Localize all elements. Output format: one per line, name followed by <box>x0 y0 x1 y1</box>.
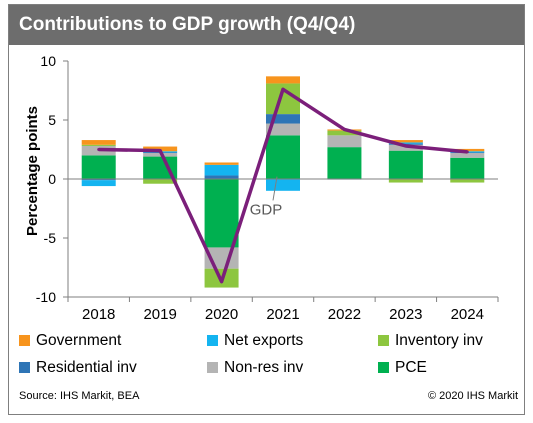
bar-inventory-inv-2024 <box>450 179 485 183</box>
legend-swatch-government <box>19 335 30 346</box>
bar-inventory-inv-2022 <box>327 130 362 136</box>
bar-pce-2018 <box>81 155 116 179</box>
bar-inventory-inv-2023 <box>388 179 423 183</box>
gdp-point-2023 <box>404 144 408 148</box>
bar-inventory-inv-2019 <box>143 179 178 184</box>
bar-pce-2022 <box>327 147 362 179</box>
legend-label-residential-inv: Residential inv <box>36 359 137 376</box>
bar-government-2018 <box>81 140 116 145</box>
gdp-point-2019 <box>158 149 162 153</box>
legend-item-residential-inv: Residential inv <box>19 359 137 377</box>
bar-pce-2020 <box>204 179 239 248</box>
bar-net-exports-2018 <box>81 180 116 187</box>
gdp-annotation-leader <box>272 176 278 201</box>
chart-frame: Contributions to GDP growth (Q4/Q4) <box>8 4 525 415</box>
x-tick-label-2024: 2024 <box>451 306 484 323</box>
legend-item-non-res-inv: Non-res inv <box>207 359 303 377</box>
bar-non-res-inv-2021 <box>266 123 300 136</box>
legend-label-net-exports: Net exports <box>224 332 304 349</box>
bar-inventory-inv-2018 <box>81 144 116 146</box>
bar-net-exports-2021 <box>266 179 300 191</box>
bar-non-res-inv-2019 <box>143 153 178 157</box>
x-tick-label-2021: 2021 <box>266 306 299 323</box>
bar-government-2024 <box>450 148 485 152</box>
bar-residential-inv-2021 <box>266 114 300 124</box>
legend-item-inventory-inv: Inventory inv <box>378 332 483 350</box>
gdp-point-2021 <box>281 87 285 91</box>
legend-label-pce: PCE <box>395 359 427 376</box>
bar-non-res-inv-2022 <box>327 135 362 148</box>
y-tick-label: 0 <box>48 171 56 187</box>
bar-government-2020 <box>204 162 239 165</box>
gdp-point-2020 <box>220 280 224 284</box>
y-tick-label: -5 <box>44 230 57 246</box>
legend-swatch-non-res-inv <box>207 362 218 373</box>
x-tick-label-2018: 2018 <box>82 306 115 323</box>
gdp-point-2018 <box>97 148 101 151</box>
bar-non-res-inv-2023 <box>388 144 423 151</box>
legend-swatch-inventory-inv <box>378 335 389 346</box>
copyright-note: © 2020 IHS Markit <box>427 390 518 402</box>
legend-label-government: Government <box>36 332 122 349</box>
x-tick-label-2019: 2019 <box>143 306 176 323</box>
bar-non-res-inv-2024 <box>450 153 485 158</box>
bar-pce-2019 <box>143 156 178 179</box>
y-tick-label: 10 <box>40 53 56 69</box>
gdp-point-2024 <box>465 150 469 154</box>
bar-government-2021 <box>266 76 300 84</box>
x-tick-label-2020: 2020 <box>205 306 238 323</box>
bar-pce-2023 <box>388 150 423 179</box>
legend-label-inventory-inv: Inventory inv <box>395 332 483 349</box>
bar-residential-inv-2020 <box>204 175 239 179</box>
x-tick-label-2023: 2023 <box>389 306 422 323</box>
legend-label-non-res-inv: Non-res inv <box>224 359 304 376</box>
legend-item-pce: PCE <box>378 359 427 377</box>
bar-net-exports-2020 <box>204 164 239 176</box>
bar-net-exports-2023 <box>388 142 423 144</box>
x-tick-label-2022: 2022 <box>328 306 361 323</box>
legend-item-government: Government <box>19 332 121 350</box>
legend-swatch-pce <box>378 362 389 373</box>
y-axis-title: Percentage points <box>24 106 41 236</box>
gdp-point-2022 <box>342 127 346 131</box>
bar-government-2019 <box>143 146 178 152</box>
legend-item-net-exports: Net exports <box>207 332 303 350</box>
bar-pce-2021 <box>266 135 300 179</box>
bar-government-2023 <box>388 140 423 143</box>
bar-pce-2024 <box>450 157 485 179</box>
bar-residential-inv-2018 <box>81 179 116 181</box>
gdp-annotation: GDP <box>250 201 283 218</box>
chart-title: Contributions to GDP growth (Q4/Q4) <box>9 5 524 45</box>
legend-swatch-net-exports <box>207 335 218 346</box>
legend-swatch-residential-inv <box>19 362 30 373</box>
y-tick-label: -10 <box>36 289 56 305</box>
source-note: Source: IHS Markit, BEA <box>19 390 140 402</box>
y-tick-label: 5 <box>48 112 56 128</box>
